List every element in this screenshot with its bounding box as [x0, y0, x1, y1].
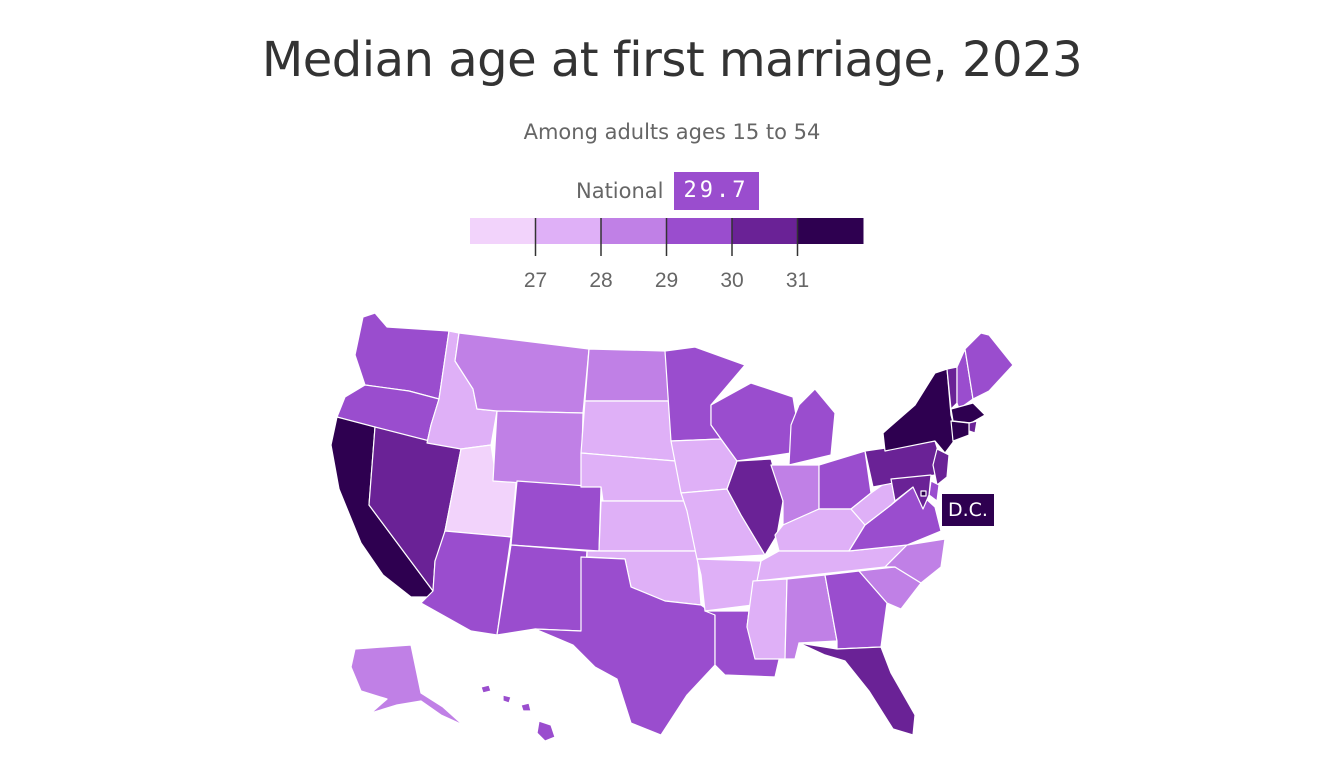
state-CO[interactable] — [510, 480, 602, 552]
national-value-badge: 29.7 — [673, 172, 759, 210]
state-RI[interactable] — [968, 420, 978, 434]
legend-tick-label: 29 — [655, 269, 678, 292]
legend-tick-label: 28 — [589, 269, 612, 292]
national-average: National 29.7 — [576, 172, 759, 210]
state-NM[interactable] — [496, 544, 588, 636]
state-AR[interactable] — [696, 558, 762, 612]
state-HI[interactable] — [480, 684, 556, 742]
state-MS[interactable] — [746, 578, 788, 660]
national-label: National — [576, 179, 664, 203]
state-FL[interactable] — [798, 642, 916, 736]
map-title: Median age at first marriage, 2023 — [261, 32, 1083, 88]
state-MD[interactable] — [890, 474, 932, 510]
state-SC[interactable] — [858, 566, 922, 610]
state-NY[interactable] — [882, 368, 958, 454]
state-WY[interactable] — [492, 410, 584, 488]
legend-tick-label: 30 — [720, 269, 743, 292]
us-states-map — [330, 312, 1014, 742]
state-CT[interactable] — [950, 420, 970, 442]
legend-swatch-4 — [732, 218, 798, 244]
legend-swatch-5 — [797, 218, 864, 244]
state-SD[interactable] — [580, 400, 676, 462]
legend-swatch-3 — [666, 218, 733, 244]
color-legend: 27 28 29 30 31 — [470, 218, 864, 292]
state-NH[interactable] — [956, 348, 974, 410]
state-MT[interactable] — [454, 332, 590, 414]
state-MA[interactable] — [950, 402, 986, 424]
dc-callout-label: D.C. — [942, 494, 994, 526]
map-subtitle: Among adults ages 15 to 54 — [523, 120, 821, 144]
state-DC[interactable] — [920, 490, 927, 497]
state-AK[interactable] — [350, 644, 464, 726]
state-KS[interactable] — [598, 500, 698, 552]
state-ND[interactable] — [584, 348, 672, 402]
state-NJ[interactable] — [932, 448, 950, 486]
legend-tick-label: 31 — [786, 269, 809, 292]
legend-swatch-0 — [470, 218, 536, 244]
state-ME[interactable] — [964, 332, 1014, 400]
state-TX[interactable] — [534, 556, 716, 736]
state-AZ[interactable] — [420, 530, 512, 636]
legend-swatch-2 — [601, 218, 667, 244]
legend-swatch-1 — [535, 218, 602, 244]
legend-tick-label: 27 — [524, 269, 547, 292]
state-MI[interactable] — [788, 388, 836, 466]
